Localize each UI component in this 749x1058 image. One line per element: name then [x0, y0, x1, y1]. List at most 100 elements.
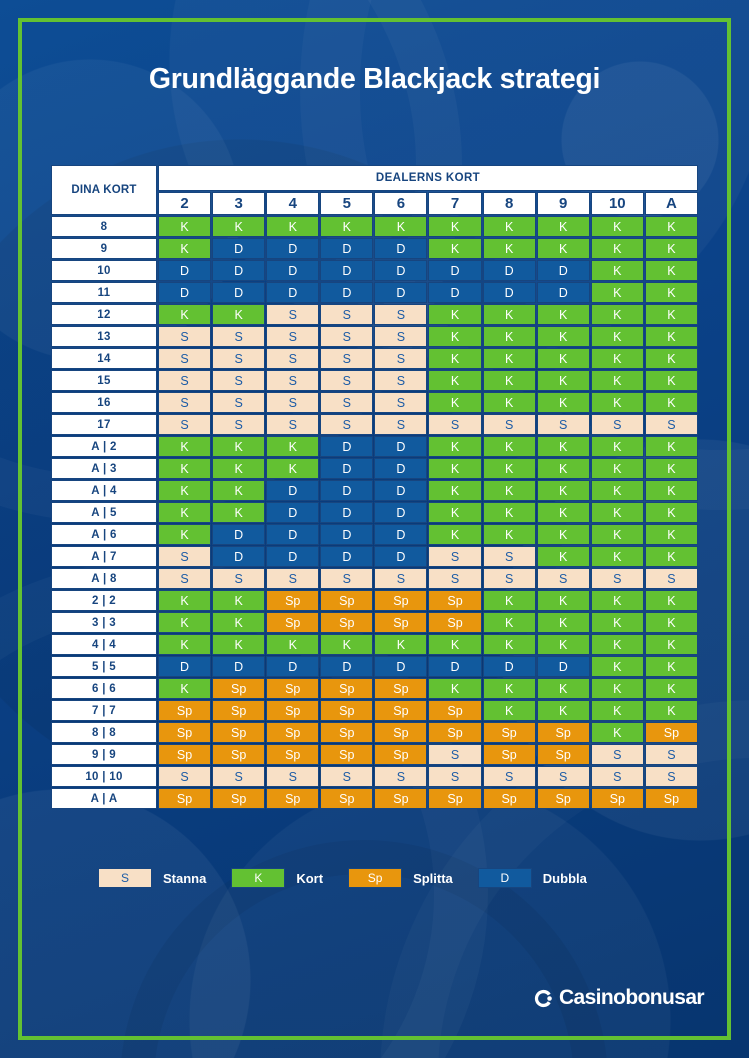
- strategy-cell: D: [374, 260, 428, 281]
- strategy-cell: D: [266, 656, 320, 677]
- strategy-cell: D: [374, 480, 428, 501]
- row-header: 10: [51, 260, 157, 281]
- strategy-cell: K: [536, 700, 590, 721]
- strategy-cell: D: [374, 238, 428, 259]
- strategy-cell: K: [374, 634, 428, 655]
- legend-chip: K: [231, 868, 286, 888]
- strategy-cell: K: [158, 612, 212, 633]
- strategy-cell: K: [482, 502, 536, 523]
- strategy-cell: K: [212, 502, 266, 523]
- table-row: 6 | 6 K Sp Sp Sp Sp K K K K K: [51, 678, 698, 699]
- strategy-cell: Sp: [644, 722, 698, 743]
- strategy-cell: S: [428, 414, 482, 435]
- strategy-cell: S: [644, 414, 698, 435]
- strategy-cell: D: [266, 502, 320, 523]
- strategy-cell: S: [590, 766, 644, 787]
- strategy-cell: D: [320, 458, 374, 479]
- dealer-card-A: A: [644, 192, 698, 215]
- strategy-cell: K: [158, 678, 212, 699]
- strategy-cell: D: [428, 656, 482, 677]
- strategy-cell: K: [536, 612, 590, 633]
- strategy-cell: D: [374, 436, 428, 457]
- strategy-cell: K: [536, 502, 590, 523]
- strategy-cell: K: [482, 392, 536, 413]
- strategy-cell: Sp: [158, 722, 212, 743]
- row-header: A | 7: [51, 546, 157, 567]
- strategy-cell: S: [266, 766, 320, 787]
- strategy-cell: K: [644, 304, 698, 325]
- strategy-cell: K: [536, 304, 590, 325]
- table-row: 13 S S S S S K K K K K: [51, 326, 698, 347]
- strategy-cell: D: [212, 260, 266, 281]
- strategy-cell: S: [482, 546, 536, 567]
- strategy-cell: K: [536, 370, 590, 391]
- strategy-cell: S: [374, 370, 428, 391]
- strategy-cell: S: [212, 568, 266, 589]
- brand-logo-text: Casinobonusar: [558, 986, 705, 1009]
- strategy-cell: K: [536, 546, 590, 567]
- strategy-cell: K: [644, 678, 698, 699]
- strategy-cell: S: [212, 392, 266, 413]
- table-header-row-top: DINA KORT DEALERNS KORT: [51, 165, 698, 215]
- strategy-cell: K: [266, 436, 320, 457]
- strategy-cell: S: [320, 326, 374, 347]
- strategy-cell: D: [428, 282, 482, 303]
- strategy-cell: S: [644, 766, 698, 787]
- strategy-cell: K: [644, 700, 698, 721]
- your-cards-header: DINA KORT: [51, 165, 157, 215]
- strategy-cell: S: [158, 348, 212, 369]
- strategy-cell: K: [644, 458, 698, 479]
- strategy-cell: D: [158, 656, 212, 677]
- strategy-cell: K: [320, 216, 374, 237]
- row-header: A | 8: [51, 568, 157, 589]
- row-header: 15: [51, 370, 157, 391]
- page-title: Grundläggande Blackjack strategi: [148, 63, 601, 95]
- strategy-cell: Sp: [158, 744, 212, 765]
- strategy-cell: K: [644, 260, 698, 281]
- strategy-cell: K: [590, 260, 644, 281]
- row-header: 12: [51, 304, 157, 325]
- strategy-cell: Sp: [590, 788, 644, 809]
- strategy-cell: D: [158, 260, 212, 281]
- legend-chip: S: [98, 868, 152, 888]
- strategy-cell: S: [158, 546, 212, 567]
- strategy-cell: Sp: [428, 590, 482, 611]
- strategy-cell: K: [644, 502, 698, 523]
- strategy-cell: K: [644, 436, 698, 457]
- dealer-card-3: 3: [212, 192, 266, 215]
- strategy-cell: Sp: [374, 612, 428, 633]
- strategy-cell: S: [374, 326, 428, 347]
- strategy-cell: K: [644, 326, 698, 347]
- strategy-cell: K: [644, 524, 698, 545]
- strategy-cell: K: [428, 216, 482, 237]
- strategy-cell: K: [482, 678, 536, 699]
- strategy-cell: S: [536, 414, 590, 435]
- strategy-cell: Sp: [266, 678, 320, 699]
- strategy-cell: K: [482, 238, 536, 259]
- strategy-cell: K: [644, 480, 698, 501]
- row-header: 2 | 2: [51, 590, 157, 611]
- table-row: 3 | 3 K K Sp Sp Sp Sp K K K K: [51, 612, 698, 633]
- strategy-cell: K: [644, 634, 698, 655]
- casinobonusar-logo-icon: [534, 989, 552, 1007]
- strategy-cell: S: [266, 370, 320, 391]
- strategy-cell: Sp: [158, 788, 212, 809]
- row-header: 16: [51, 392, 157, 413]
- table-row: 9 | 9 Sp Sp Sp Sp Sp S Sp Sp S S: [51, 744, 698, 765]
- strategy-cell: K: [590, 370, 644, 391]
- strategy-cell: K: [266, 216, 320, 237]
- dealer-cards-header: DEALERNS KORT: [158, 165, 698, 191]
- strategy-cell: S: [266, 326, 320, 347]
- strategy-cell: D: [320, 502, 374, 523]
- strategy-cell: D: [266, 524, 320, 545]
- strategy-cell: K: [482, 590, 536, 611]
- strategy-cell: Sp: [374, 700, 428, 721]
- strategy-cell: Sp: [374, 788, 428, 809]
- strategy-cell: K: [590, 722, 644, 743]
- strategy-cell: Sp: [320, 744, 374, 765]
- strategy-cell: K: [536, 458, 590, 479]
- row-header: 8 | 8: [51, 722, 157, 743]
- legend-label: Stanna: [163, 870, 207, 886]
- strategy-cell: S: [212, 766, 266, 787]
